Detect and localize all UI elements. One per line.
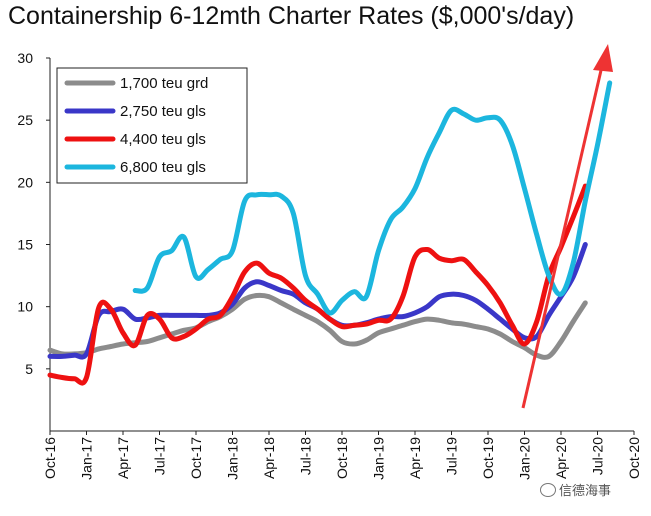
x-tick-label: Apr-19 [407, 437, 423, 479]
watermark: 信德海事 [540, 480, 611, 499]
series-line-1 [47, 292, 588, 360]
trend-arrow-line [521, 65, 604, 409]
x-tick-label: Jul-20 [590, 437, 606, 475]
y-tick-label: 10 [17, 299, 33, 315]
legend-box [56, 67, 248, 184]
x-tick-label: Oct-16 [42, 437, 58, 479]
x-tick-label: Jan-20 [517, 437, 533, 480]
legend-label-2: 2,750 teu gls [120, 103, 206, 120]
series-line-3 [47, 183, 588, 386]
wechat-icon [540, 483, 556, 497]
y-tick-label: 30 [17, 50, 33, 66]
x-tick-label: Apr-20 [553, 437, 569, 479]
watermark-text: 信德海事 [559, 484, 612, 499]
x-tick-label: Apr-17 [115, 437, 131, 479]
legend-label-3: 4,400 teu gls [120, 131, 206, 148]
chart-title: Containership 6-12mth Charter Rates ($,0… [8, 2, 575, 30]
y-tick-label: 25 [17, 112, 33, 128]
x-tick-label: Jul-19 [444, 437, 460, 475]
series-line-4 [132, 80, 613, 316]
x-tick-label: Jan-18 [225, 437, 241, 480]
legend-label-4: 6,800 teu gls [120, 159, 206, 176]
x-tick-label: Jan-17 [79, 437, 95, 480]
x-tick-label: Apr-18 [261, 437, 277, 479]
legend-label-1: 1,700 teu grd [120, 75, 208, 92]
y-tick-label: 5 [25, 361, 33, 377]
y-tick-label: 20 [17, 174, 33, 190]
x-tick-label: Jan-19 [371, 437, 387, 480]
x-tick-label: Jul-17 [152, 437, 168, 475]
x-tick-label: Oct-19 [480, 437, 496, 479]
x-tick-label: Oct-17 [188, 437, 204, 479]
y-tick-label: 15 [17, 237, 33, 253]
x-tick-label: Jul-18 [298, 437, 314, 475]
trend-arrow-head [593, 44, 613, 72]
x-tick-label: Oct-18 [334, 437, 350, 479]
x-tick-label: Oct-20 [626, 437, 642, 479]
